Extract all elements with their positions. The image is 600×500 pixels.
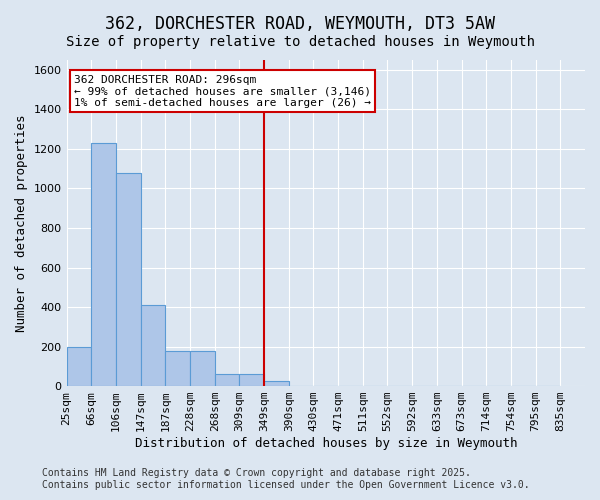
Bar (239, 374, 264, 386)
Bar (264, 381, 289, 386)
Bar (140, 305, 165, 386)
Bar (165, 352, 190, 386)
Bar (67, 346, 91, 386)
Bar (116, 172, 140, 386)
Bar (190, 352, 215, 386)
Y-axis label: Number of detached properties: Number of detached properties (15, 114, 28, 332)
Text: Size of property relative to detached houses in Weymouth: Size of property relative to detached ho… (65, 35, 535, 49)
Bar (215, 374, 239, 386)
Text: 362 DORCHESTER ROAD: 296sqm
← 99% of detached houses are smaller (3,146)
1% of s: 362 DORCHESTER ROAD: 296sqm ← 99% of det… (74, 74, 371, 108)
Text: 362, DORCHESTER ROAD, WEYMOUTH, DT3 5AW: 362, DORCHESTER ROAD, WEYMOUTH, DT3 5AW (105, 15, 495, 33)
Text: Contains HM Land Registry data © Crown copyright and database right 2025.
Contai: Contains HM Land Registry data © Crown c… (42, 468, 530, 490)
X-axis label: Distribution of detached houses by size in Weymouth: Distribution of detached houses by size … (134, 437, 517, 450)
Bar (91, 143, 116, 386)
